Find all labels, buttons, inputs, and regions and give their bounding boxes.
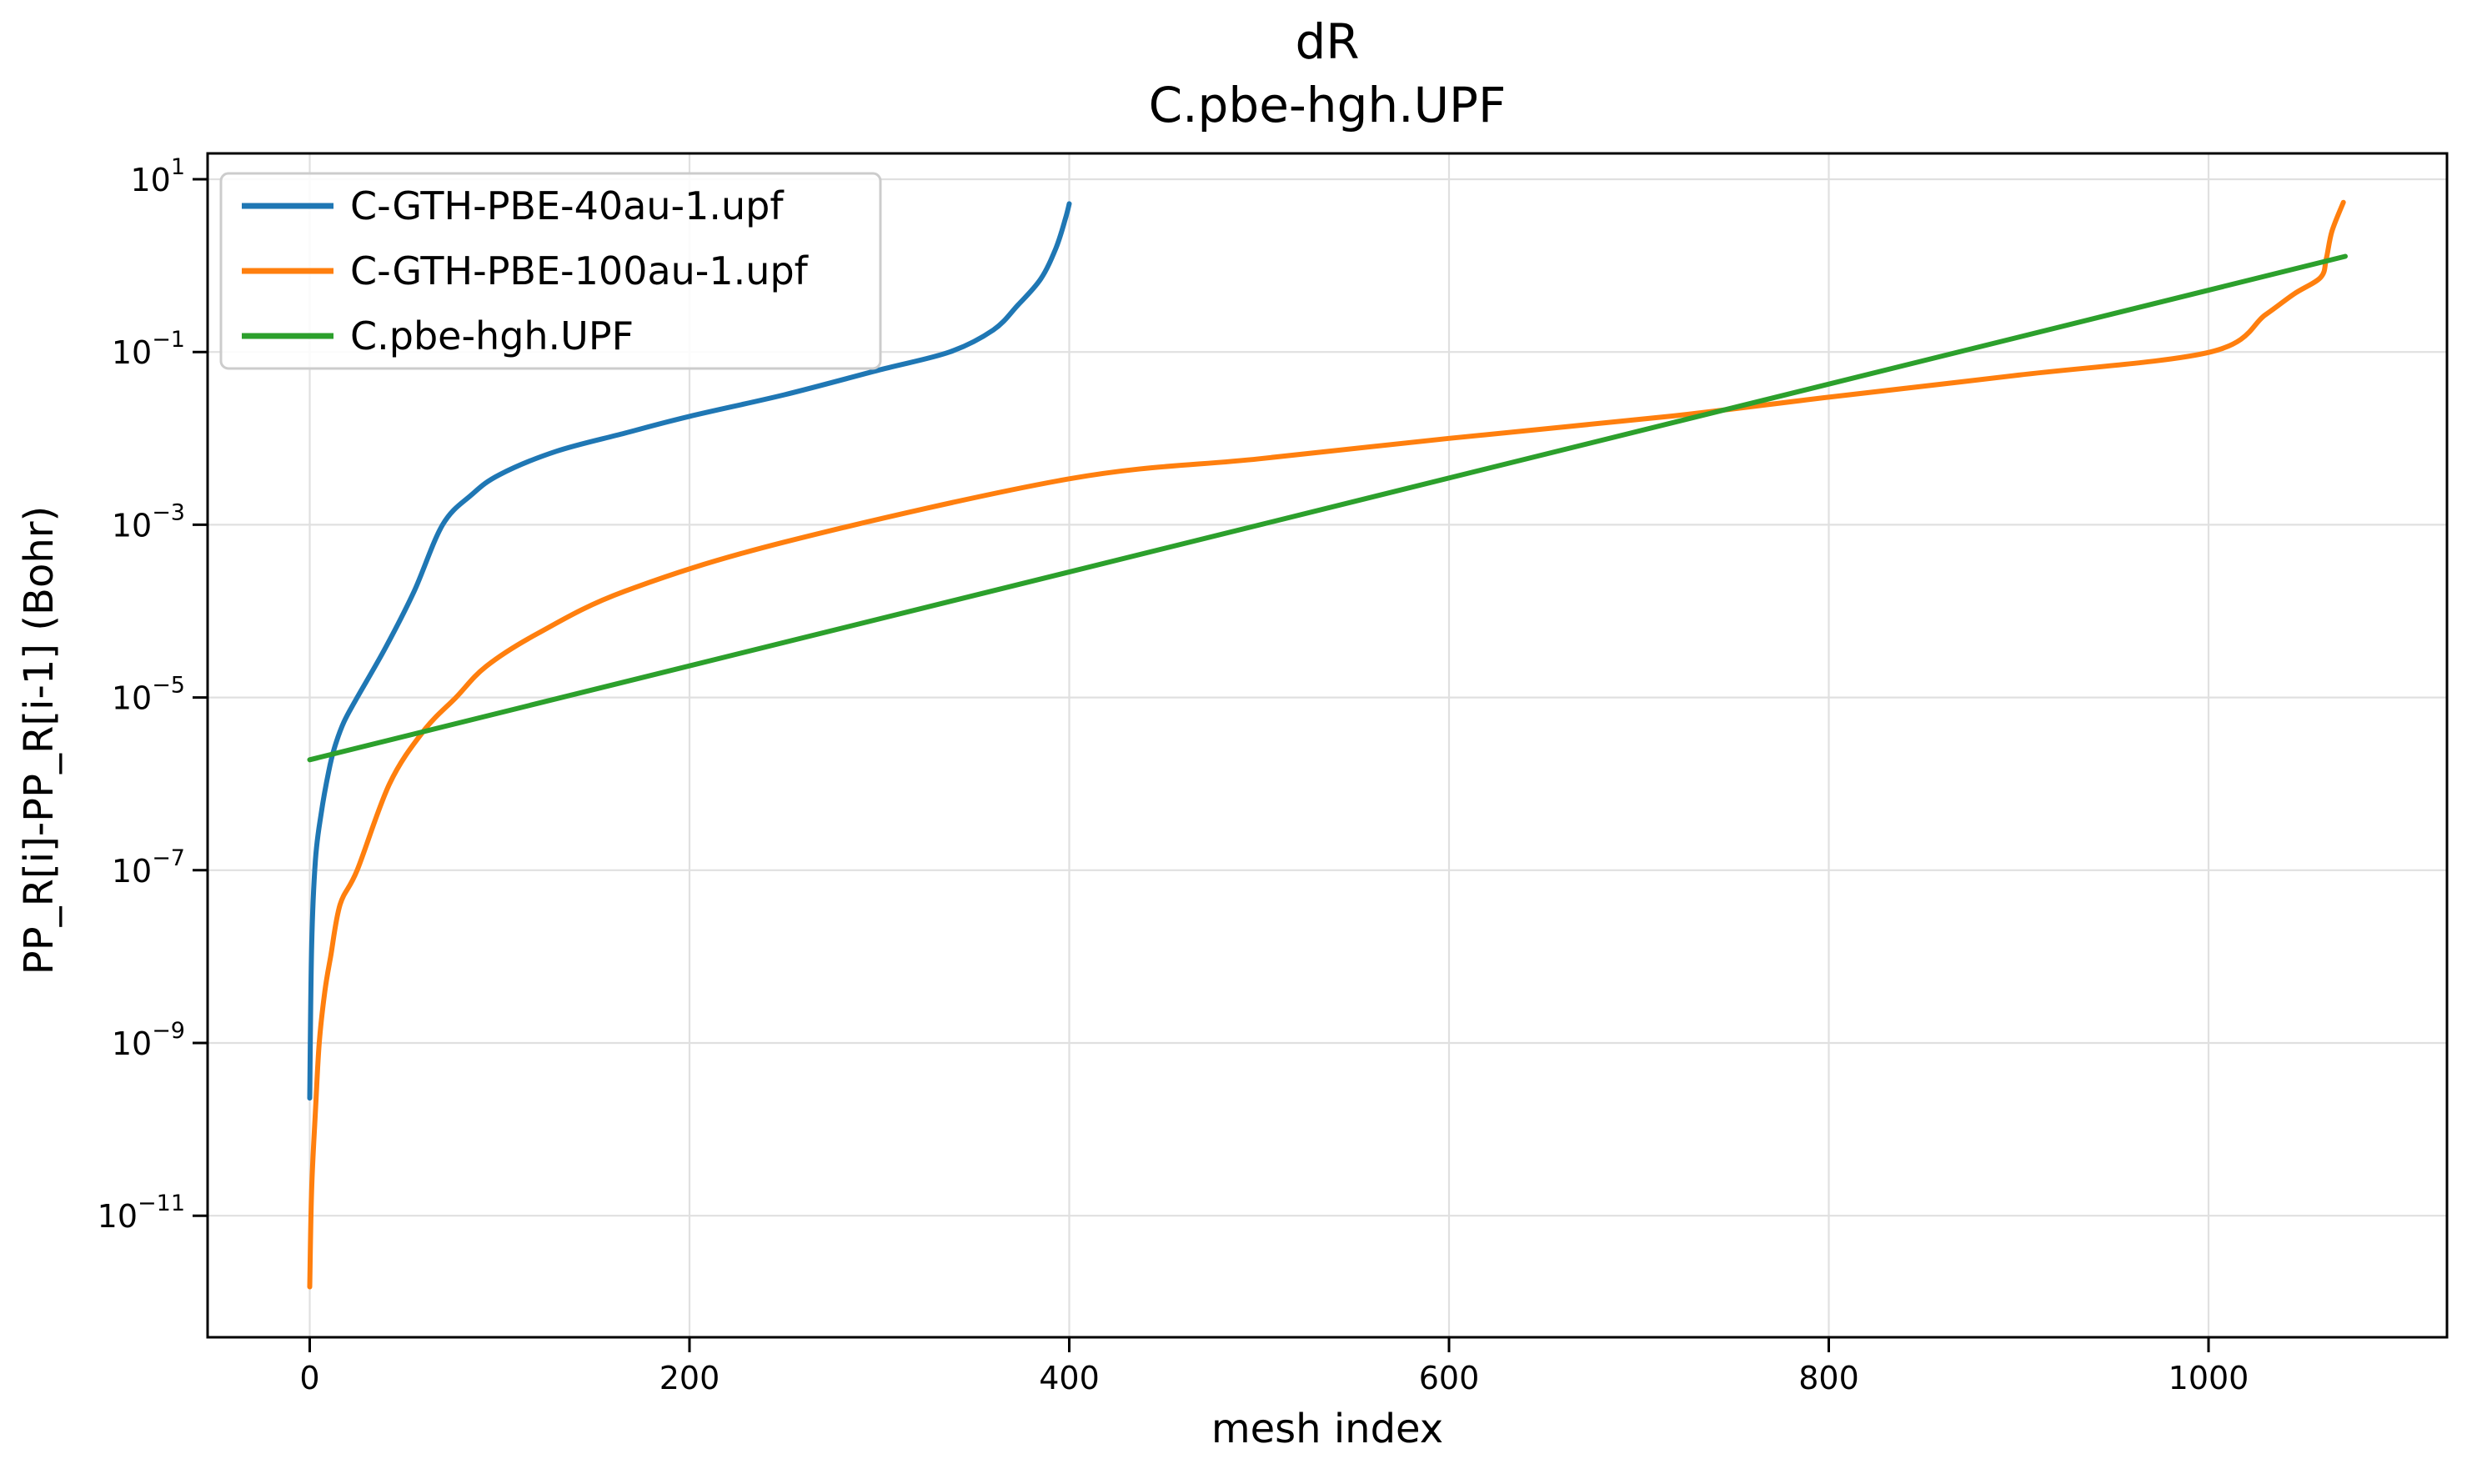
legend-item: C-GTH-PBE-40au-1.upf: [242, 183, 785, 228]
chart-title: dR C.pbe-hgh.UPF: [208, 10, 2447, 137]
legend-item-label: C-GTH-PBE-100au-1.upf: [350, 248, 810, 293]
legend: C-GTH-PBE-40au-1.upf C-GTH-PBE-100au-1.up…: [219, 172, 882, 370]
legend-item-label: C.pbe-hgh.UPF: [350, 313, 634, 358]
x-tick-label: 400: [1039, 1360, 1100, 1396]
chart-title-line2: C.pbe-hgh.UPF: [1148, 77, 1507, 133]
x-tick-label: 800: [1798, 1360, 1859, 1396]
y-tick-label: 10−3: [112, 499, 185, 544]
x-tick-label: 600: [1419, 1360, 1480, 1396]
plot-border: [206, 152, 2449, 1339]
legend-item-label: C-GTH-PBE-40au-1.upf: [350, 183, 785, 228]
x-tick-label: 0: [299, 1360, 319, 1396]
y-axis-label: PP_R[i]-PP_R[i-1] (Bohr): [16, 505, 63, 975]
y-tick-label: 10−7: [112, 845, 185, 890]
y-tick-label: 10−9: [112, 1018, 185, 1062]
legend-box: [219, 172, 882, 370]
x-tick-label: 1000: [2169, 1360, 2249, 1396]
series-group: [307, 199, 2348, 1290]
series-line-c-gth-pbe-100au-1-upf: [307, 199, 2346, 1290]
legend-item: C.pbe-hgh.UPF: [242, 313, 634, 358]
legend-item: C-GTH-PBE-100au-1.upf: [242, 248, 810, 293]
y-tick-label: 10−5: [112, 673, 185, 717]
series-line-c-gth-pbe-40au-1-upf: [307, 201, 1072, 1101]
y-tick-label: 10−11: [98, 1191, 185, 1235]
y-tick-label: 10−1: [112, 327, 185, 371]
tick-labels: 0 200 400 600 800 1000 101 10−1 10−3 10−5 10−7 10−9…: [98, 154, 2249, 1396]
axis-ticks: [193, 178, 2210, 1352]
y-tick-label: 101: [130, 154, 185, 198]
x-tick-label: 200: [659, 1360, 720, 1396]
chart-title-line1: dR: [1295, 13, 1360, 70]
series-line-c-pbe-hgh-upf: [307, 253, 2348, 763]
x-axis-label: mesh index: [1211, 1406, 1444, 1452]
